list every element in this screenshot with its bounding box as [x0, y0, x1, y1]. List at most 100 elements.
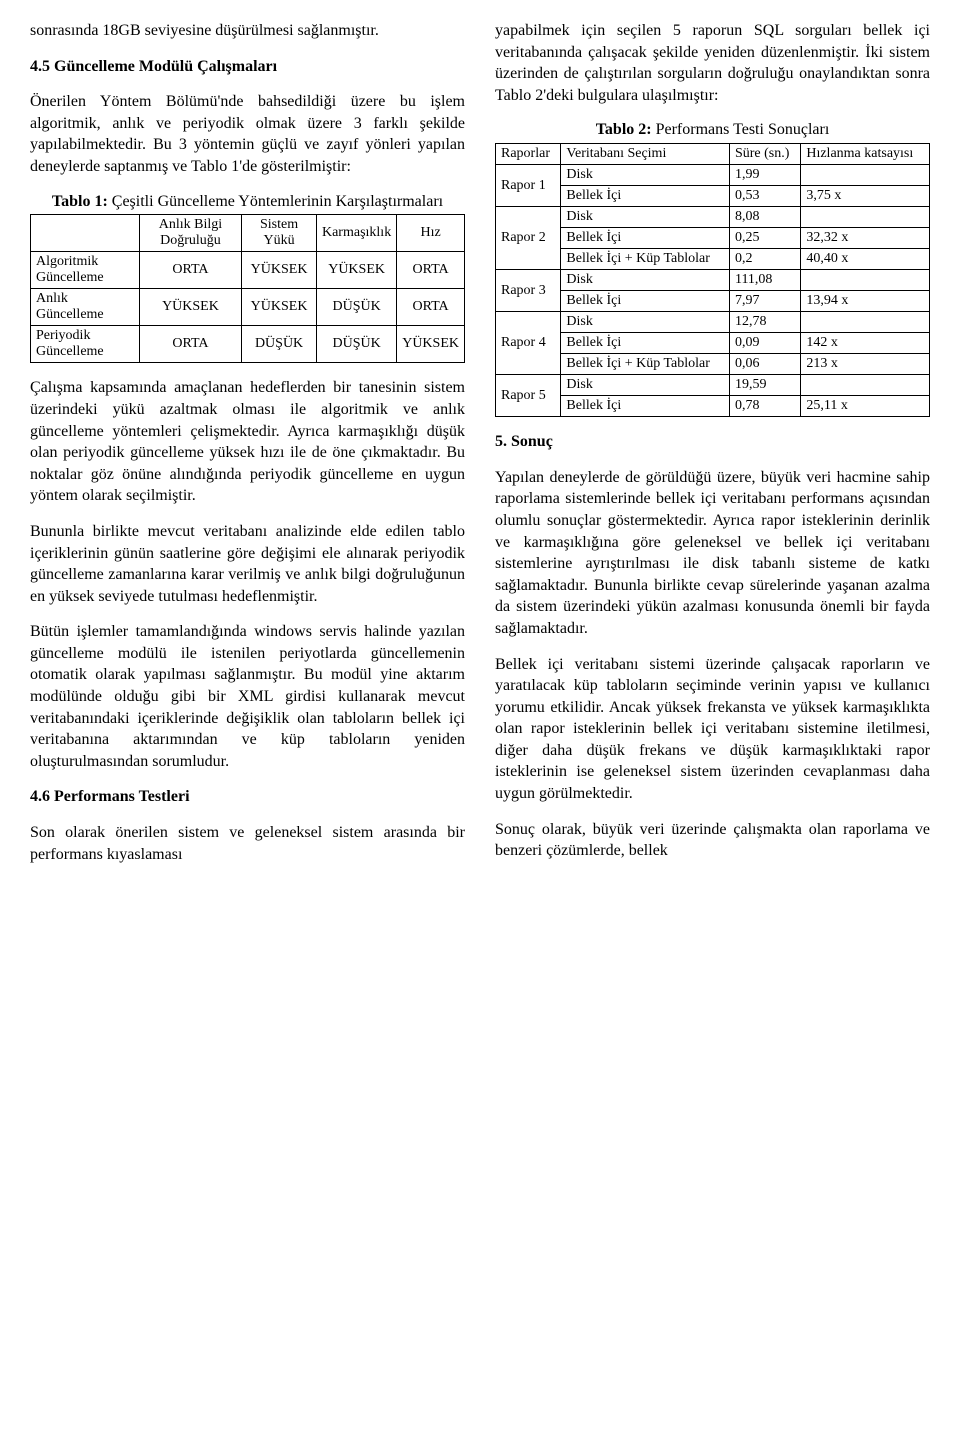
cell: ORTA — [139, 252, 241, 289]
cell: ORTA — [139, 326, 241, 363]
cell: 7,97 — [729, 291, 800, 312]
cell: 40,40 x — [801, 249, 930, 270]
cell: YÜKSEK — [316, 252, 396, 289]
cell: 8,08 — [729, 207, 800, 228]
cell: Disk — [561, 270, 730, 291]
paragraph: Bununla birlikte mevcut veritabanı anali… — [30, 521, 465, 607]
cell: YÜKSEK — [139, 289, 241, 326]
cell: 0,06 — [729, 354, 800, 375]
caption-bold: Tablo 2: — [596, 121, 652, 138]
col-header: Anlık Bilgi Doğruluğu — [139, 215, 241, 252]
table2: Raporlar Veritabanı Seçimi Süre (sn.) Hı… — [495, 143, 930, 417]
table-row: Bellek İçi0,533,75 x — [496, 186, 930, 207]
cell: 0,09 — [729, 333, 800, 354]
cell: Disk — [561, 207, 730, 228]
cell: 19,59 — [729, 375, 800, 396]
table2-caption: Tablo 2: Performans Testi Sonuçları — [495, 120, 930, 141]
table-row: Anlık Güncelleme YÜKSEK YÜKSEK DÜŞÜK ORT… — [31, 289, 465, 326]
paragraph: sonrasında 18GB seviyesine düşürülmesi s… — [30, 20, 465, 42]
paragraph: Bütün işlemler tamamlandığında windows s… — [30, 621, 465, 772]
paragraph: Son olarak önerilen sistem ve geleneksel… — [30, 822, 465, 865]
paragraph: Bellek içi veritabanı sistemi üzerinde ç… — [495, 654, 930, 805]
cell: 32,32 x — [801, 228, 930, 249]
cell: DÜŞÜK — [316, 289, 396, 326]
cell: 13,94 x — [801, 291, 930, 312]
cell: 142 x — [801, 333, 930, 354]
cell — [801, 312, 930, 333]
cell: Disk — [561, 165, 730, 186]
table-row: Bellek İçi0,09142 x — [496, 333, 930, 354]
table-row: Rapor 2Disk8,08 — [496, 207, 930, 228]
heading-4-6: 4.6 Performans Testleri — [30, 786, 465, 808]
caption-text: Performans Testi Sonuçları — [652, 121, 830, 138]
paragraph: Sonuç olarak, büyük veri üzerinde çalışm… — [495, 819, 930, 862]
cell: Bellek İçi — [561, 396, 730, 417]
heading-5: 5. Sonuç — [495, 431, 930, 453]
table-row: Bellek İçi + Küp Tablolar0,240,40 x — [496, 249, 930, 270]
col-header: Süre (sn.) — [729, 144, 800, 165]
cell: 0,2 — [729, 249, 800, 270]
col-header: Hızlanma katsayısı — [801, 144, 930, 165]
col-header: Veritabanı Seçimi — [561, 144, 730, 165]
table-row: Rapor 3Disk111,08 — [496, 270, 930, 291]
cell: 0,78 — [729, 396, 800, 417]
table-row: Rapor 1Disk1,99 — [496, 165, 930, 186]
cell: YÜKSEK — [397, 326, 465, 363]
col-header: Sistem Yükü — [242, 215, 317, 252]
caption-bold: Tablo 1: — [52, 193, 108, 210]
table-row: Bellek İçi + Küp Tablolar0,06213 x — [496, 354, 930, 375]
cell — [801, 207, 930, 228]
paragraph: yapabilmek için seçilen 5 raporun SQL so… — [495, 20, 930, 106]
report-name-cell: Rapor 5 — [496, 375, 561, 417]
col-header: Karmaşıklık — [316, 215, 396, 252]
cell: Bellek İçi — [561, 333, 730, 354]
cell: YÜKSEK — [242, 252, 317, 289]
table-header-row: Anlık Bilgi Doğruluğu Sistem Yükü Karmaş… — [31, 215, 465, 252]
cell: ORTA — [397, 252, 465, 289]
table-row: Rapor 5Disk19,59 — [496, 375, 930, 396]
table-row: Bellek İçi0,2532,32 x — [496, 228, 930, 249]
report-name-cell: Rapor 3 — [496, 270, 561, 312]
table1: Anlık Bilgi Doğruluğu Sistem Yükü Karmaş… — [30, 214, 465, 363]
caption-text: Çeşitli Güncelleme Yöntemlerinin Karşıla… — [108, 193, 443, 210]
cell: Bellek İçi — [561, 291, 730, 312]
col-header: Raporlar — [496, 144, 561, 165]
table-row: Periyodik Güncelleme ORTA DÜŞÜK DÜŞÜK YÜ… — [31, 326, 465, 363]
cell: 0,25 — [729, 228, 800, 249]
table-header-row: Raporlar Veritabanı Seçimi Süre (sn.) Hı… — [496, 144, 930, 165]
paragraph: Çalışma kapsamında amaçlanan hedeflerden… — [30, 377, 465, 507]
paragraph: Yapılan deneylerde de görüldüğü üzere, b… — [495, 467, 930, 640]
table-row: Bellek İçi0,7825,11 x — [496, 396, 930, 417]
cell: YÜKSEK — [242, 289, 317, 326]
col-header: Hız — [397, 215, 465, 252]
cell: Bellek İçi + Küp Tablolar — [561, 249, 730, 270]
cell: 1,99 — [729, 165, 800, 186]
cell: Periyodik Güncelleme — [31, 326, 140, 363]
cell: 25,11 x — [801, 396, 930, 417]
cell: Algoritmik Güncelleme — [31, 252, 140, 289]
cell: Bellek İçi — [561, 186, 730, 207]
cell: DÜŞÜK — [242, 326, 317, 363]
cell: 111,08 — [729, 270, 800, 291]
cell: Anlık Güncelleme — [31, 289, 140, 326]
table-row: Bellek İçi7,9713,94 x — [496, 291, 930, 312]
cell: Disk — [561, 312, 730, 333]
table-row: Rapor 4Disk12,78 — [496, 312, 930, 333]
cell: 0,53 — [729, 186, 800, 207]
cell: Bellek İçi — [561, 228, 730, 249]
table1-caption: Tablo 1: Çeşitli Güncelleme Yöntemlerini… — [30, 192, 465, 213]
right-column: yapabilmek için seçilen 5 raporun SQL so… — [495, 20, 930, 865]
report-name-cell: Rapor 2 — [496, 207, 561, 270]
table-row: Algoritmik Güncelleme ORTA YÜKSEK YÜKSEK… — [31, 252, 465, 289]
cell — [801, 165, 930, 186]
cell — [801, 270, 930, 291]
cell: ORTA — [397, 289, 465, 326]
cell: Bellek İçi + Küp Tablolar — [561, 354, 730, 375]
left-column: sonrasında 18GB seviyesine düşürülmesi s… — [30, 20, 465, 865]
cell: 213 x — [801, 354, 930, 375]
cell: 3,75 x — [801, 186, 930, 207]
heading-4-5: 4.5 Güncelleme Modülü Çalışmaları — [30, 56, 465, 78]
cell: Disk — [561, 375, 730, 396]
paragraph: Önerilen Yöntem Bölümü'nde bahsedildiği … — [30, 91, 465, 177]
cell: DÜŞÜK — [316, 326, 396, 363]
